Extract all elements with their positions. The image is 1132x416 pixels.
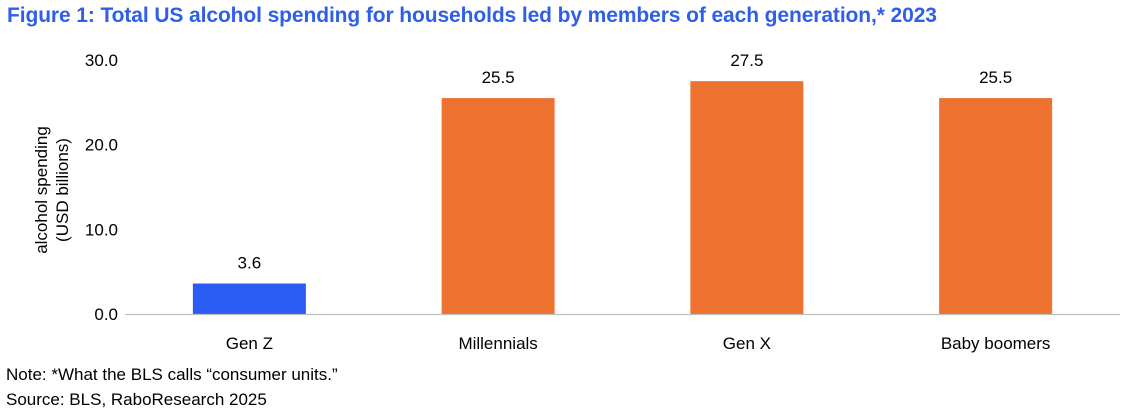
y-axis-label: alcohol spending (USD billions) [32,126,72,254]
x-tick-label: Millennials [458,334,537,353]
value-labels: 3.6 25.5 27.5 25.5 [238,51,1013,272]
y-tick-label: 10.0 [85,220,118,239]
bar [939,98,1053,314]
note-text: Note: *What the BLS calls “consumer unit… [6,365,338,384]
x-tick-label: Gen X [723,334,771,353]
x-tick-label: Gen Z [226,334,273,353]
bars [192,81,1053,315]
y-tick-label: 20.0 [85,136,118,155]
source-text: Source: BLS, RaboResearch 2025 [6,390,267,409]
bar-value-label: 27.5 [730,51,763,70]
x-tick-label: Baby boomers [941,334,1051,353]
bar-value-label: 25.5 [979,68,1012,87]
y-axis-title: alcohol spending (USD billions) [32,126,72,254]
y-tick-label: 30.0 [85,51,118,70]
bar-value-label: 3.6 [238,254,262,273]
y-axis-ticks: 0.0 10.0 20.0 30.0 [85,51,118,324]
y-axis-title-line-1: alcohol spending [32,126,51,254]
footer-notes: Note: *What the BLS calls “consumer unit… [6,362,338,412]
bar-value-label: 25.5 [482,68,515,87]
bar [441,98,555,314]
y-axis-title-line-2: (USD billions) [53,138,72,242]
chart-title: Figure 1: Total US alcohol spending for … [7,4,937,27]
x-axis-ticks: Gen Z Millennials Gen X Baby boomers [226,334,1051,353]
bar [690,81,804,315]
y-tick-label: 0.0 [94,305,118,324]
bar [192,283,306,314]
